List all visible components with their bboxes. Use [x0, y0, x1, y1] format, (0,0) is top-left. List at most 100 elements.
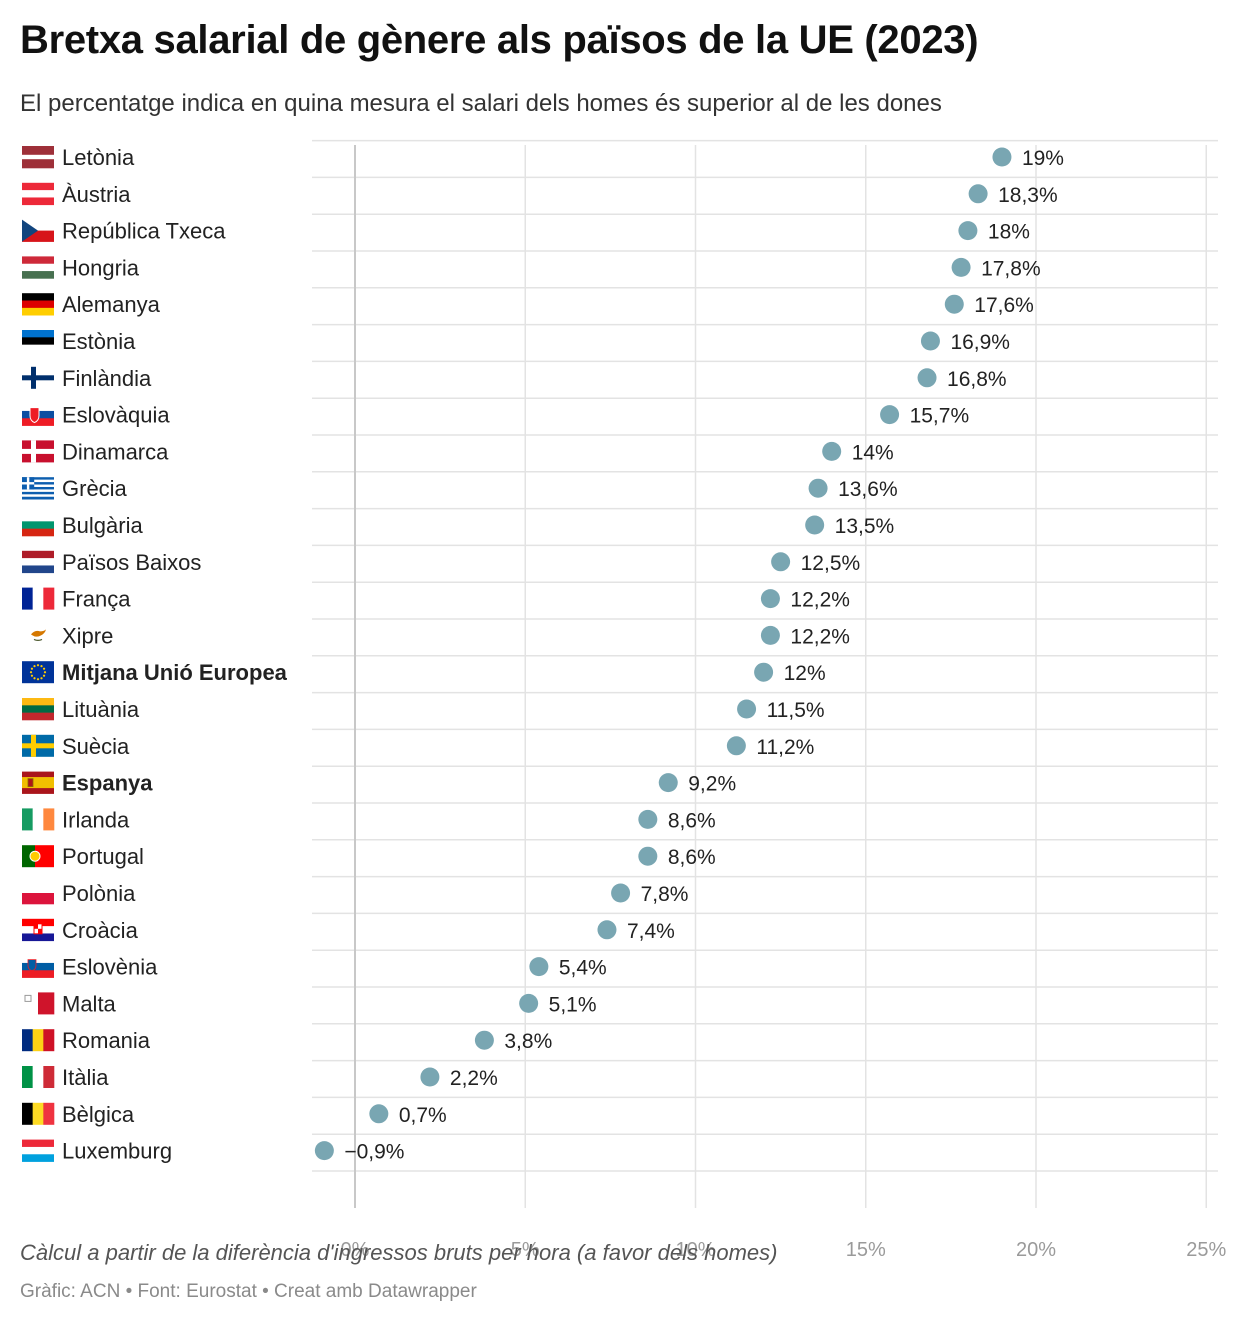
value-label: 7,8%: [641, 883, 689, 906]
value-label: 11,5%: [767, 699, 825, 722]
value-label: 19%: [1022, 147, 1064, 170]
data-point: [474, 1030, 494, 1050]
austria-flag-icon: [22, 182, 54, 206]
country-label: Estònia: [62, 329, 136, 354]
data-point: [754, 662, 774, 682]
country-label: Grècia: [62, 476, 128, 501]
data-point: [968, 184, 988, 204]
axis-note: Càlcul a partir de la diferència d'ingre…: [20, 1240, 778, 1265]
germany-flag-icon: [22, 293, 54, 316]
value-label: 5,4%: [559, 957, 607, 980]
value-label: 18,3%: [998, 184, 1058, 207]
luxembourg-flag-icon: [22, 1139, 54, 1162]
data-point: [638, 809, 658, 829]
value-label: 5,1%: [549, 993, 597, 1016]
data-point: [805, 515, 825, 535]
value-label: 13,5%: [835, 515, 895, 538]
france-flag-icon: [22, 587, 55, 610]
value-label: 12,2%: [790, 625, 850, 648]
value-label: 16,9%: [950, 331, 1010, 354]
value-label: −0,9%: [344, 1141, 404, 1164]
country-label: Hongria: [62, 255, 140, 280]
poland-flag-icon: [22, 882, 54, 905]
chart-title: Bretxa salarial de gènere als països de …: [20, 18, 979, 62]
value-label: 11,2%: [756, 736, 814, 759]
belgium-flag-icon: [22, 1102, 55, 1125]
country-label: Letònia: [62, 145, 135, 170]
sweden-flag-icon: [22, 734, 54, 757]
country-label: Luxemburg: [62, 1139, 172, 1164]
data-point: [917, 368, 937, 388]
value-label: 8,6%: [668, 809, 716, 832]
x-tick-label: 15%: [846, 1239, 886, 1261]
data-point: [529, 957, 549, 977]
country-label: Alemanya: [62, 292, 161, 317]
data-point: [880, 405, 900, 425]
x-tick-label: 10%: [675, 1239, 715, 1261]
slovakia-flag-icon: [22, 403, 54, 426]
x-tick-label: 25%: [1186, 1239, 1226, 1261]
estonia-flag-icon: [22, 330, 54, 353]
country-label: República Txeca: [62, 219, 226, 244]
x-tick-label: 5%: [511, 1239, 540, 1261]
value-label: 12,2%: [790, 589, 850, 612]
value-label: 3,8%: [504, 1030, 552, 1053]
lithuania-flag-icon: [22, 698, 54, 721]
data-point: [597, 920, 617, 940]
value-label: 12,5%: [801, 552, 861, 575]
value-label: 15,7%: [910, 405, 970, 428]
hungary-flag-icon: [22, 256, 54, 279]
data-point: [658, 773, 678, 793]
country-label: Països Baixos: [62, 550, 201, 575]
country-label: Suècia: [62, 734, 130, 759]
country-label: Lituània: [62, 697, 140, 722]
data-point: [737, 699, 757, 719]
spain-flag-icon: [22, 771, 54, 794]
data-point: [420, 1067, 440, 1087]
x-tick-label: 20%: [1016, 1239, 1056, 1261]
ireland-flag-icon: [22, 808, 55, 831]
greece-flag-icon: [22, 477, 54, 500]
data-point: [992, 147, 1012, 167]
value-label: 9,2%: [688, 773, 736, 796]
value-label: 12%: [784, 662, 826, 685]
country-label: França: [62, 587, 131, 612]
value-label: 7,4%: [627, 920, 675, 943]
italy-flag-icon: [22, 1066, 55, 1088]
data-point: [726, 736, 746, 756]
data-point: [519, 993, 539, 1013]
malta-flag-icon: [22, 992, 55, 1015]
country-label: Malta: [62, 991, 117, 1016]
romania-flag-icon: [22, 1029, 55, 1052]
country-label: Polònia: [62, 881, 136, 906]
country-label: Mitjana Unió Europea: [62, 660, 288, 685]
data-point: [822, 441, 842, 461]
data-point: [314, 1141, 334, 1161]
czech-flag-icon: [22, 219, 54, 242]
latvia-flag-icon: [22, 146, 54, 169]
eu-flag-icon: [22, 661, 54, 684]
chart-subtitle: El percentatge indica en quina mesura el…: [20, 90, 942, 117]
value-label: 17,6%: [974, 294, 1034, 317]
data-point: [958, 221, 978, 241]
country-label: Àustria: [62, 182, 131, 207]
data-point: [951, 257, 971, 277]
country-label: Bèlgica: [62, 1102, 135, 1127]
data-point: [808, 478, 828, 498]
finland-flag-icon: [22, 366, 54, 389]
country-label: Romania: [62, 1028, 151, 1053]
slovenia-flag-icon: [22, 955, 54, 978]
data-point: [760, 625, 780, 645]
source-credit: Gràfic: ACN • Font: Eurostat • Creat amb…: [20, 1281, 477, 1302]
country-label: Dinamarca: [62, 439, 169, 464]
value-label: 0,7%: [399, 1104, 447, 1127]
country-label: Eslovàquia: [62, 403, 170, 428]
country-label: Irlanda: [62, 807, 130, 832]
value-label: 16,8%: [947, 368, 1007, 391]
value-label: 14%: [852, 441, 894, 464]
data-point: [369, 1104, 389, 1124]
data-point: [920, 331, 940, 351]
data-point: [611, 883, 631, 903]
country-label: Croàcia: [62, 918, 139, 943]
